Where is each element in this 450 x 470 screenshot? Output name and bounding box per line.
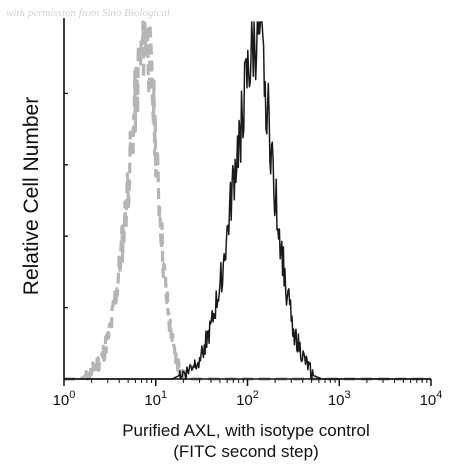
x-tick-label: 103 bbox=[328, 389, 351, 409]
watermark-text: with permission from Sino Biological bbox=[6, 7, 170, 19]
x-tick-label: 100 bbox=[53, 389, 76, 409]
x-axis-label-line-2: (FITC second step) bbox=[173, 442, 319, 461]
isotype-control-histogram bbox=[64, 20, 431, 381]
x-axis-label-line-1: Purified AXL, with isotype control bbox=[122, 421, 370, 440]
y-axis-label: Relative Cell Number bbox=[20, 97, 43, 295]
purified-axl-histogram bbox=[64, 21, 431, 380]
x-tick-label: 101 bbox=[144, 389, 167, 409]
series-layer bbox=[64, 20, 431, 381]
x-tick-label: 102 bbox=[236, 389, 259, 409]
x-tick-label: 104 bbox=[420, 389, 443, 409]
axis-layer: 100 101 102 103 104 bbox=[53, 18, 443, 409]
